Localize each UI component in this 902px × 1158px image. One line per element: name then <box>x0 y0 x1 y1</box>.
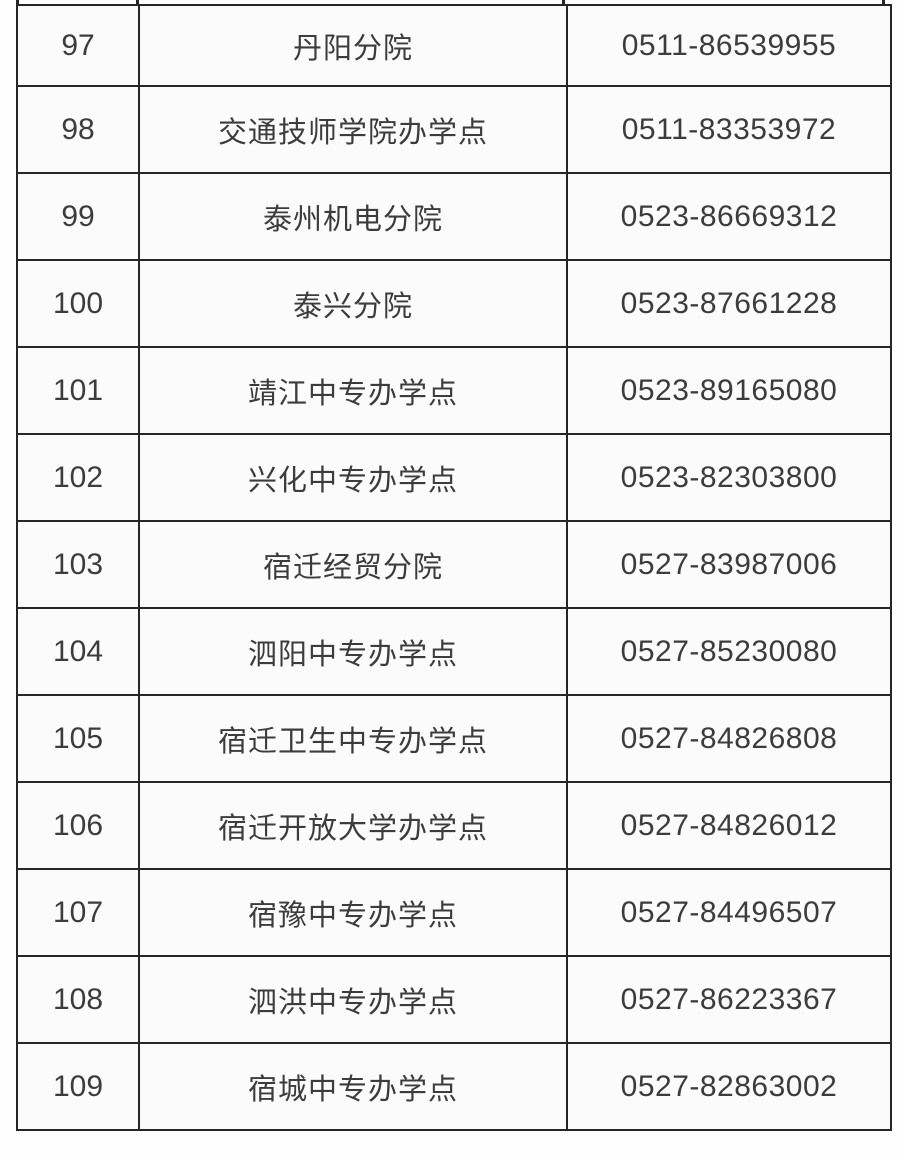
table-top-crop-border <box>882 0 885 6</box>
table-row: 100 泰兴分院 0523-87661228 <box>16 259 892 348</box>
branch-name-cell: 宿迁开放大学办学点 <box>138 781 568 870</box>
phone-number-cell: 0511-86539955 <box>566 4 892 87</box>
table-row: 109 宿城中专办学点 0527-82863002 <box>16 1042 892 1131</box>
table-row: 101 靖江中专办学点 0523-89165080 <box>16 346 892 435</box>
table-row: 102 兴化中专办学点 0523-82303800 <box>16 433 892 522</box>
table-row: 106 宿迁开放大学办学点 0527-84826012 <box>16 781 892 870</box>
branch-name-cell: 交通技师学院办学点 <box>138 85 568 174</box>
row-number-cell: 105 <box>16 694 140 783</box>
row-number-cell: 106 <box>16 781 140 870</box>
phone-number-cell: 0523-82303800 <box>566 433 892 522</box>
row-number-cell: 109 <box>16 1042 140 1131</box>
branch-name-cell: 宿迁经贸分院 <box>138 520 568 609</box>
phone-number-cell: 0527-83987006 <box>566 520 892 609</box>
phone-number-cell: 0527-84826808 <box>566 694 892 783</box>
branch-name-cell: 泗阳中专办学点 <box>138 607 568 696</box>
phone-number-cell: 0527-82863002 <box>566 1042 892 1131</box>
branch-name-cell: 泗洪中专办学点 <box>138 955 568 1044</box>
table-row: 107 宿豫中专办学点 0527-84496507 <box>16 868 892 957</box>
row-number-cell: 99 <box>16 172 140 261</box>
table-top-crop-border <box>136 0 139 6</box>
row-number-cell: 107 <box>16 868 140 957</box>
phone-number-cell: 0527-86223367 <box>566 955 892 1044</box>
phone-number-cell: 0523-86669312 <box>566 172 892 261</box>
table-row: 98 交通技师学院办学点 0511-83353972 <box>16 85 892 174</box>
table-row: 97 丹阳分院 0511-86539955 <box>16 4 892 87</box>
phone-number-cell: 0527-84496507 <box>566 868 892 957</box>
phone-number-cell: 0523-89165080 <box>566 346 892 435</box>
branch-name-cell: 宿城中专办学点 <box>138 1042 568 1131</box>
branch-name-cell: 宿豫中专办学点 <box>138 868 568 957</box>
phone-number-cell: 0511-83353972 <box>566 85 892 174</box>
table-row: 105 宿迁卫生中专办学点 0527-84826808 <box>16 694 892 783</box>
row-number-cell: 101 <box>16 346 140 435</box>
table-row: 103 宿迁经贸分院 0527-83987006 <box>16 520 892 609</box>
branch-name-cell: 靖江中专办学点 <box>138 346 568 435</box>
table-top-crop-border <box>16 0 19 6</box>
row-number-cell: 108 <box>16 955 140 1044</box>
branch-name-cell: 兴化中专办学点 <box>138 433 568 522</box>
row-number-cell: 100 <box>16 259 140 348</box>
table-row: 104 泗阳中专办学点 0527-85230080 <box>16 607 892 696</box>
phone-number-cell: 0523-87661228 <box>566 259 892 348</box>
phone-number-cell: 0527-85230080 <box>566 607 892 696</box>
table-row: 108 泗洪中专办学点 0527-86223367 <box>16 955 892 1044</box>
row-number-cell: 104 <box>16 607 140 696</box>
branch-name-cell: 宿迁卫生中专办学点 <box>138 694 568 783</box>
row-number-cell: 98 <box>16 85 140 174</box>
branch-phone-table: 97 丹阳分院 0511-86539955 98 交通技师学院办学点 0511-… <box>16 4 892 1131</box>
table-top-crop-border <box>562 0 565 6</box>
table-row: 99 泰州机电分院 0523-86669312 <box>16 172 892 261</box>
branch-name-cell: 泰州机电分院 <box>138 172 568 261</box>
row-number-cell: 103 <box>16 520 140 609</box>
branch-name-cell: 泰兴分院 <box>138 259 568 348</box>
phone-number-cell: 0527-84826012 <box>566 781 892 870</box>
row-number-cell: 102 <box>16 433 140 522</box>
branch-name-cell: 丹阳分院 <box>138 4 568 87</box>
row-number-cell: 97 <box>16 4 140 87</box>
